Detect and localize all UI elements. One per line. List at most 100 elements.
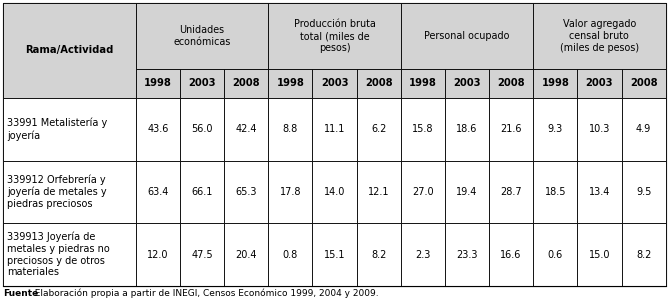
- Bar: [268, 160, 312, 223]
- Bar: [622, 160, 666, 223]
- Bar: [268, 3, 401, 69]
- Bar: [622, 69, 666, 98]
- Bar: [357, 160, 401, 223]
- Text: 0.8: 0.8: [283, 250, 298, 260]
- Text: 1998: 1998: [409, 78, 437, 88]
- Text: 339912 Orfebrería y
joyería de metales y
piedras preciosos: 339912 Orfebrería y joyería de metales y…: [7, 175, 107, 209]
- Bar: [445, 160, 489, 223]
- Text: 1998: 1998: [276, 78, 304, 88]
- Text: Fuente: Fuente: [3, 289, 39, 298]
- Text: : Elaboración propia a partir de INEGI, Censos Económico 1999, 2004 y 2009.: : Elaboración propia a partir de INEGI, …: [29, 289, 379, 298]
- Text: 15.0: 15.0: [589, 250, 610, 260]
- Bar: [224, 160, 268, 223]
- Bar: [136, 69, 180, 98]
- Bar: [577, 69, 622, 98]
- Text: 6.2: 6.2: [371, 124, 386, 134]
- Text: 12.1: 12.1: [368, 187, 389, 197]
- Text: 65.3: 65.3: [235, 187, 257, 197]
- Bar: [136, 223, 180, 286]
- Text: Producción bruta
total (miles de
pesos): Producción bruta total (miles de pesos): [294, 20, 375, 52]
- Bar: [180, 98, 224, 160]
- Bar: [224, 223, 268, 286]
- Bar: [224, 98, 268, 160]
- Bar: [622, 223, 666, 286]
- Bar: [533, 223, 577, 286]
- Bar: [136, 98, 180, 160]
- Text: 19.4: 19.4: [456, 187, 478, 197]
- Text: Personal ocupado: Personal ocupado: [424, 31, 510, 41]
- Bar: [445, 69, 489, 98]
- Text: 9.3: 9.3: [548, 124, 563, 134]
- Bar: [136, 3, 268, 69]
- Text: 11.1: 11.1: [324, 124, 345, 134]
- Bar: [3, 98, 136, 160]
- Text: 2.3: 2.3: [415, 250, 430, 260]
- Bar: [136, 160, 180, 223]
- Bar: [357, 69, 401, 98]
- Text: 27.0: 27.0: [412, 187, 434, 197]
- Bar: [489, 69, 533, 98]
- Bar: [622, 98, 666, 160]
- Text: 339913 Joyería de
metales y piedras no
preciosos y de otros
materiales: 339913 Joyería de metales y piedras no p…: [7, 232, 110, 277]
- Text: Unidades
económicas: Unidades económicas: [173, 25, 231, 47]
- Text: 16.6: 16.6: [500, 250, 522, 260]
- Bar: [445, 98, 489, 160]
- Bar: [357, 223, 401, 286]
- Text: 15.8: 15.8: [412, 124, 434, 134]
- Text: 17.8: 17.8: [280, 187, 301, 197]
- Bar: [533, 160, 577, 223]
- Bar: [3, 3, 136, 98]
- Text: 9.5: 9.5: [636, 187, 651, 197]
- Text: 1998: 1998: [144, 78, 172, 88]
- Bar: [533, 3, 666, 69]
- Bar: [180, 69, 224, 98]
- Bar: [577, 160, 622, 223]
- Text: 2008: 2008: [497, 78, 525, 88]
- Text: 33991 Metalistería y
joyería: 33991 Metalistería y joyería: [7, 118, 108, 140]
- Text: Rama/Actividad: Rama/Actividad: [25, 45, 114, 56]
- Text: 8.8: 8.8: [283, 124, 298, 134]
- Bar: [312, 98, 357, 160]
- Bar: [489, 98, 533, 160]
- Text: 2003: 2003: [585, 78, 613, 88]
- Bar: [401, 69, 445, 98]
- Text: 0.6: 0.6: [548, 250, 563, 260]
- Bar: [3, 160, 136, 223]
- Bar: [3, 223, 136, 286]
- Text: 4.9: 4.9: [636, 124, 651, 134]
- Text: 1998: 1998: [541, 78, 569, 88]
- Text: 2008: 2008: [630, 78, 658, 88]
- Bar: [180, 223, 224, 286]
- Bar: [401, 160, 445, 223]
- Text: 47.5: 47.5: [191, 250, 213, 260]
- Text: 15.1: 15.1: [324, 250, 345, 260]
- Bar: [401, 223, 445, 286]
- Text: 2003: 2003: [453, 78, 481, 88]
- Text: 43.6: 43.6: [147, 124, 169, 134]
- Text: 2003: 2003: [320, 78, 349, 88]
- Text: 10.3: 10.3: [589, 124, 610, 134]
- Text: 63.4: 63.4: [147, 187, 169, 197]
- Text: 42.4: 42.4: [235, 124, 257, 134]
- Text: 2003: 2003: [188, 78, 216, 88]
- Bar: [401, 3, 533, 69]
- Text: 8.2: 8.2: [636, 250, 651, 260]
- Text: 14.0: 14.0: [324, 187, 345, 197]
- Bar: [533, 98, 577, 160]
- Text: 18.5: 18.5: [545, 187, 566, 197]
- Text: Valor agregado
censal bruto
(miles de pesos): Valor agregado censal bruto (miles de pe…: [560, 20, 639, 52]
- Bar: [312, 160, 357, 223]
- Text: 2008: 2008: [232, 78, 260, 88]
- Bar: [577, 98, 622, 160]
- Text: 56.0: 56.0: [191, 124, 213, 134]
- Text: 18.6: 18.6: [456, 124, 478, 134]
- Text: 66.1: 66.1: [191, 187, 213, 197]
- Bar: [180, 160, 224, 223]
- Bar: [533, 69, 577, 98]
- Text: 28.7: 28.7: [500, 187, 522, 197]
- Text: 23.3: 23.3: [456, 250, 478, 260]
- Bar: [489, 223, 533, 286]
- Text: 20.4: 20.4: [235, 250, 257, 260]
- Bar: [577, 223, 622, 286]
- Text: 12.0: 12.0: [147, 250, 169, 260]
